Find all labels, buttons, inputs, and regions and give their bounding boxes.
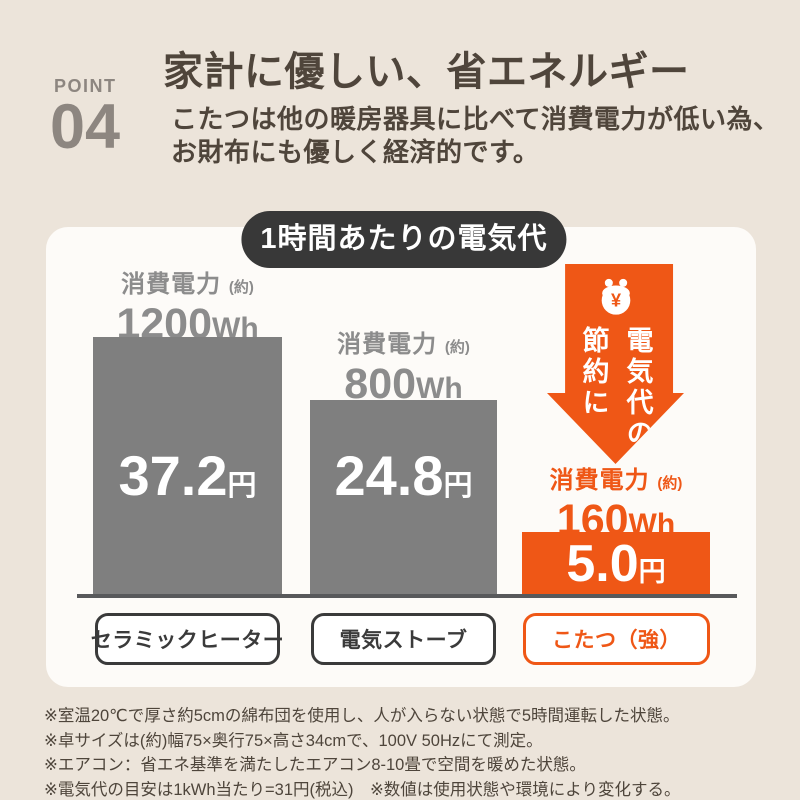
cost-value: 24.8 [334,444,444,507]
savings-text-line-2: 節約に [578,326,609,419]
bar-ceramic-heater [93,337,282,595]
footnote-line: ※室温20℃で厚さ約5cmの綿布団を使用し、人が入らない状態で5時間運転した状態… [44,707,680,725]
power-label-text: 消費電力 [337,331,438,358]
power-label-text: 消費電力 [121,271,222,298]
chart-title-pill: 1時間あたりの電気代 [241,211,567,268]
bar-kotatsu [522,532,710,595]
power-approx-text: (約) [228,279,254,296]
cost-unit: 円 [227,470,257,502]
savings-text-line-1: 電気代の [622,326,653,450]
power-approx-text: (約) [657,475,683,492]
yen-symbol: ¥ [610,291,620,311]
point-number: 04 [50,92,121,162]
page-title: 家計に優しい、省エネルギー [163,50,690,94]
bar-electric-stove [310,400,497,595]
subtitle-line-2: お財布にも優しく経済的です。 [171,137,540,167]
footnote-line: ※エアコン：省エネ基準を満たしたエアコン8-10畳で空間を暖めた状態。 [44,756,586,774]
savings-text: 電気代の 節約に [572,326,660,450]
cost-label-electric-stove: 24.8円 [310,448,497,514]
cost-value: 37.2 [118,444,228,507]
cost-value: 5.0 [566,535,639,593]
cost-label-ceramic-heater: 37.2円 [93,448,282,514]
power-unit: Wh [416,372,463,405]
purse-yen-icon: ¥ [601,278,630,315]
power-label-text: 消費電力 [549,467,650,494]
cost-unit: 円 [638,557,666,587]
category-label-kotatsu: こたつ（強） [523,613,710,665]
category-label-electric-stove: 電気ストーブ [311,613,496,665]
footnote-line: ※卓サイズは(約)幅75×奥行75×高さ34cmで、100V 50Hzにて測定。 [44,731,543,750]
cost-unit: 円 [443,470,473,502]
axis-baseline [77,594,737,598]
point-label: POINT [54,76,117,96]
power-label-ceramic-heater: 消費電力 (約) 1200Wh [93,272,282,347]
power-approx-text: (約) [444,339,470,356]
power-label-electric-stove: 消費電力 (約) 800Wh [310,332,497,407]
cost-label-kotatsu: 5.0円 [522,538,710,598]
subtitle: こたつは他の暖房器具に比べて消費電力が低い為、 お財布にも優しく経済的です。 [171,103,779,169]
category-label-ceramic-heater: セラミックヒーター [91,613,284,665]
footnotes: ※室温20℃で厚さ約5cmの綿布団を使用し、人が入らない状態で5時間運転した状態… [44,704,784,800]
subtitle-line-1: こたつは他の暖房器具に比べて消費電力が低い為、 [171,104,780,134]
power-value: 800 [344,360,417,408]
footnote-line: ※電気代の目安は1kWh当たり=31円(税込) ※数値は使用状態や環境により変化… [44,780,681,799]
